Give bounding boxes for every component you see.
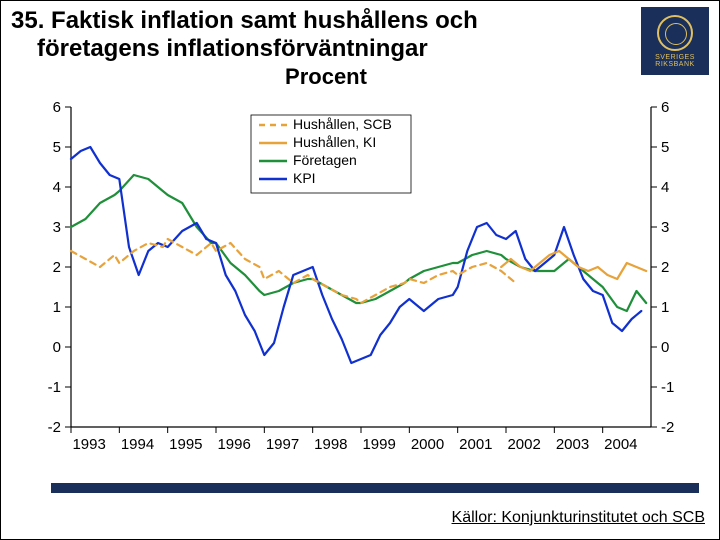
svg-text:5: 5 bbox=[661, 139, 669, 156]
svg-text:6: 6 bbox=[661, 99, 669, 116]
svg-text:KPI: KPI bbox=[293, 170, 316, 186]
svg-text:3: 3 bbox=[53, 219, 61, 236]
svg-text:1: 1 bbox=[661, 299, 669, 316]
svg-text:1997: 1997 bbox=[266, 436, 299, 453]
riksbank-logo: SVERIGESRIKSBANK bbox=[641, 7, 709, 75]
page-title-line2: företagens inflationsförväntningar bbox=[11, 35, 641, 63]
footer-bar bbox=[51, 483, 699, 493]
chart-subtitle: Procent bbox=[11, 64, 641, 90]
svg-text:2000: 2000 bbox=[411, 436, 444, 453]
svg-text:2: 2 bbox=[661, 259, 669, 276]
svg-text:Företagen: Företagen bbox=[293, 152, 357, 168]
svg-text:0: 0 bbox=[53, 339, 61, 356]
svg-text:2002: 2002 bbox=[507, 436, 540, 453]
svg-text:2001: 2001 bbox=[459, 436, 492, 453]
svg-text:1999: 1999 bbox=[362, 436, 395, 453]
svg-text:Hushållen, KI: Hushållen, KI bbox=[293, 134, 376, 150]
svg-text:-2: -2 bbox=[48, 419, 61, 436]
svg-text:1998: 1998 bbox=[314, 436, 347, 453]
svg-text:1996: 1996 bbox=[217, 436, 250, 453]
svg-text:2003: 2003 bbox=[556, 436, 589, 453]
svg-text:Hushållen, SCB: Hushållen, SCB bbox=[293, 116, 392, 132]
svg-text:0: 0 bbox=[661, 339, 669, 356]
svg-text:-1: -1 bbox=[661, 379, 674, 396]
svg-text:2: 2 bbox=[53, 259, 61, 276]
svg-text:1994: 1994 bbox=[121, 436, 154, 453]
svg-text:1: 1 bbox=[53, 299, 61, 316]
source-text: Källor: Konjunkturinstitutet och SCB bbox=[452, 509, 705, 527]
svg-text:1993: 1993 bbox=[72, 436, 105, 453]
svg-text:1995: 1995 bbox=[169, 436, 202, 453]
svg-text:3: 3 bbox=[661, 219, 669, 236]
svg-text:4: 4 bbox=[53, 179, 61, 196]
svg-text:4: 4 bbox=[661, 179, 669, 196]
svg-text:6: 6 bbox=[53, 99, 61, 116]
svg-text:5: 5 bbox=[53, 139, 61, 156]
page-title-line1: 35. Faktisk inflation samt hushållens oc… bbox=[11, 7, 641, 35]
inflation-chart: -2 -2 -1 -1 0 0 1 1 2 2 3 3 4 4 5 5 6 6 1993 1994 1995 1996 19… bbox=[31, 97, 691, 477]
svg-text:2004: 2004 bbox=[604, 436, 637, 453]
svg-text:-2: -2 bbox=[661, 419, 674, 436]
svg-text:-1: -1 bbox=[48, 379, 61, 396]
